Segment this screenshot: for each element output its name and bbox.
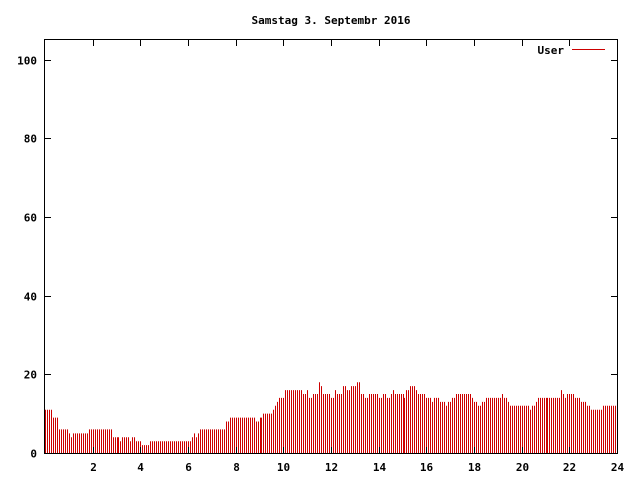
bars-layer xyxy=(45,382,616,453)
x-tick-label: 18 xyxy=(468,461,481,474)
x-tick-label: 8 xyxy=(233,461,240,474)
y-tick-label: 40 xyxy=(24,291,37,304)
y-tick-label: 20 xyxy=(24,369,37,382)
legend-label: User xyxy=(538,44,565,57)
y-tick-label: 80 xyxy=(24,133,37,146)
x-tick-label: 10 xyxy=(277,461,290,474)
x-tick-label: 24 xyxy=(611,461,625,474)
x-tick-label: 22 xyxy=(563,461,576,474)
y-tick-label: 0 xyxy=(30,448,37,461)
x-tick-label: 2 xyxy=(90,461,97,474)
plot-frame xyxy=(44,39,618,454)
chart-title: Samstag 3. Septembr 2016 xyxy=(252,14,411,27)
y-tick-label: 100 xyxy=(17,55,37,68)
x-tick-label: 12 xyxy=(325,461,338,474)
x-tick-label: 4 xyxy=(137,461,144,474)
ticks-layer xyxy=(45,40,618,454)
x-tick-label: 16 xyxy=(420,461,434,474)
legend: User xyxy=(538,44,605,57)
x-tick-label: 20 xyxy=(516,461,529,474)
y-tick-label: 60 xyxy=(24,212,37,225)
x-tick-label: 6 xyxy=(185,461,192,474)
x-tick-label: 14 xyxy=(373,461,387,474)
